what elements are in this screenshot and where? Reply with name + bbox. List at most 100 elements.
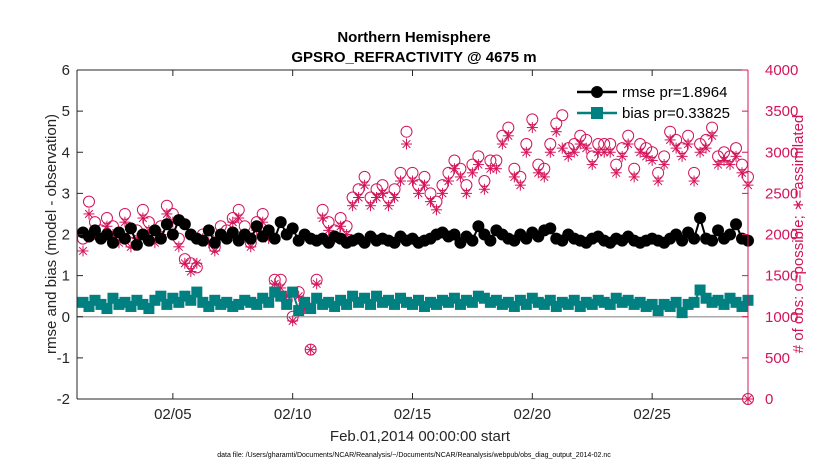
- bias-point: [257, 292, 269, 304]
- rmse-point: [142, 234, 155, 247]
- obs-assimilated-marker: [478, 183, 490, 195]
- y-tick-label: 3: [62, 185, 70, 202]
- bias-point: [652, 305, 664, 317]
- bias-point: [712, 294, 724, 306]
- obs-assimilated-marker: [556, 142, 568, 154]
- obs-assimilated-marker: [365, 200, 377, 212]
- bias-point: [724, 292, 736, 304]
- bias-point: [347, 290, 359, 302]
- bias-point: [197, 296, 209, 308]
- right-axis-ticks: 0 500 1000 1500 2000 2500 3000 3500 4000: [742, 62, 798, 408]
- bias-point: [646, 298, 658, 310]
- bias-point: [658, 298, 670, 310]
- bias-point: [353, 296, 365, 308]
- bias-point: [676, 307, 688, 319]
- y-axis-ticks: -2 -1 0 1 2 3 4 5 6: [57, 62, 83, 408]
- bias-point: [161, 298, 173, 310]
- bias-point: [586, 298, 598, 310]
- rmse-point: [268, 232, 281, 245]
- bias-point: [155, 290, 167, 302]
- bias-point: [634, 296, 646, 308]
- bias-point: [317, 298, 329, 310]
- obs-assimilated-marker: [353, 191, 365, 203]
- obs-assimilated-marker: [430, 204, 442, 216]
- obs-assimilated-marker: [514, 179, 526, 191]
- bias-point: [454, 298, 466, 310]
- rmse-point: [262, 224, 275, 237]
- y-tick-label: 0: [62, 309, 70, 326]
- obs-assimilated-marker: [424, 196, 436, 208]
- bias-point: [592, 294, 604, 306]
- obs-assimilated-marker: [604, 146, 616, 158]
- bias-point: [706, 296, 718, 308]
- obs-assimilated-marker: [538, 171, 550, 183]
- bias-point: [436, 294, 448, 306]
- rmse-point: [118, 232, 131, 245]
- bias-point: [323, 296, 335, 308]
- bias-point: [616, 296, 628, 308]
- bias-point: [287, 286, 299, 298]
- bias-point: [442, 296, 454, 308]
- obs-assimilated-marker: [383, 200, 395, 212]
- right-tick-label: 1500: [765, 268, 798, 285]
- obs-assimilated-marker: [287, 315, 299, 327]
- rmse-point: [166, 228, 179, 241]
- obs-assimilated-marker: [598, 146, 610, 158]
- bias-point: [281, 298, 293, 310]
- bias-point: [263, 296, 275, 308]
- bias-point: [113, 298, 125, 310]
- rmse-point: [148, 224, 161, 237]
- rmse-point: [178, 218, 191, 231]
- bias-point: [311, 292, 323, 304]
- obs-assimilated-marker: [562, 150, 574, 162]
- right-axis-label: # of obs: o=possible; ∗=assimilated: [790, 115, 807, 354]
- rmse-point: [688, 232, 701, 245]
- bias-point: [460, 294, 472, 306]
- bias-point: [484, 296, 496, 308]
- bias-point: [173, 296, 185, 308]
- obs-assimilated-marker: [317, 212, 329, 224]
- bias-point: [251, 298, 263, 310]
- bias-point: [664, 300, 676, 312]
- obs-assimilated-marker: [526, 122, 538, 134]
- obs-assimilated-marker: [670, 142, 682, 154]
- obs-assimilated-marker: [508, 171, 520, 183]
- bias-point: [418, 300, 430, 312]
- legend-bias-label: bias pr=0.33825: [622, 105, 730, 122]
- obs-assimilated-marker: [311, 278, 323, 290]
- bias-point: [245, 296, 257, 308]
- obs-assimilated-marker: [550, 126, 562, 138]
- obs-possible-marker: [556, 109, 569, 122]
- obs-assimilated-marker: [592, 146, 604, 158]
- rmse-point: [250, 220, 263, 233]
- obs-assimilated-marker: [466, 167, 478, 179]
- bias-point: [556, 296, 568, 308]
- bias-point: [269, 286, 281, 298]
- bias-point: [688, 296, 700, 308]
- bias-point: [580, 296, 592, 308]
- series-line-layer: [76, 212, 754, 319]
- obs-assimilated-marker: [724, 159, 736, 171]
- rmse-point: [448, 228, 461, 241]
- bias-point: [568, 294, 580, 306]
- obs-assimilated-marker: [412, 187, 424, 199]
- data-file-footnote: data file: /Users/gharamti/Documents/NCA…: [217, 452, 611, 459]
- bias-point: [239, 294, 251, 306]
- y-tick-label: 4: [62, 144, 70, 161]
- legend-rmse-marker: [591, 86, 603, 98]
- chart-title-line1: Northern Hemisphere: [337, 29, 490, 46]
- bias-point: [670, 296, 682, 308]
- right-tick-label: 2500: [765, 185, 798, 202]
- y-axis-label: rmse and bias (model - observation): [43, 114, 60, 354]
- bias-point: [125, 300, 137, 312]
- x-axis-label: Feb.01,2014 00:00:00 start: [330, 428, 511, 445]
- bias-point: [736, 300, 748, 312]
- obs-assimilated-marker: [586, 159, 598, 171]
- obs-assimilated-marker: [233, 212, 245, 224]
- bias-point: [389, 298, 401, 310]
- obs-assimilated-marker: [646, 154, 658, 166]
- obs-assimilated-marker: [227, 216, 239, 228]
- bias-point: [574, 300, 586, 312]
- rmse-point: [124, 222, 137, 235]
